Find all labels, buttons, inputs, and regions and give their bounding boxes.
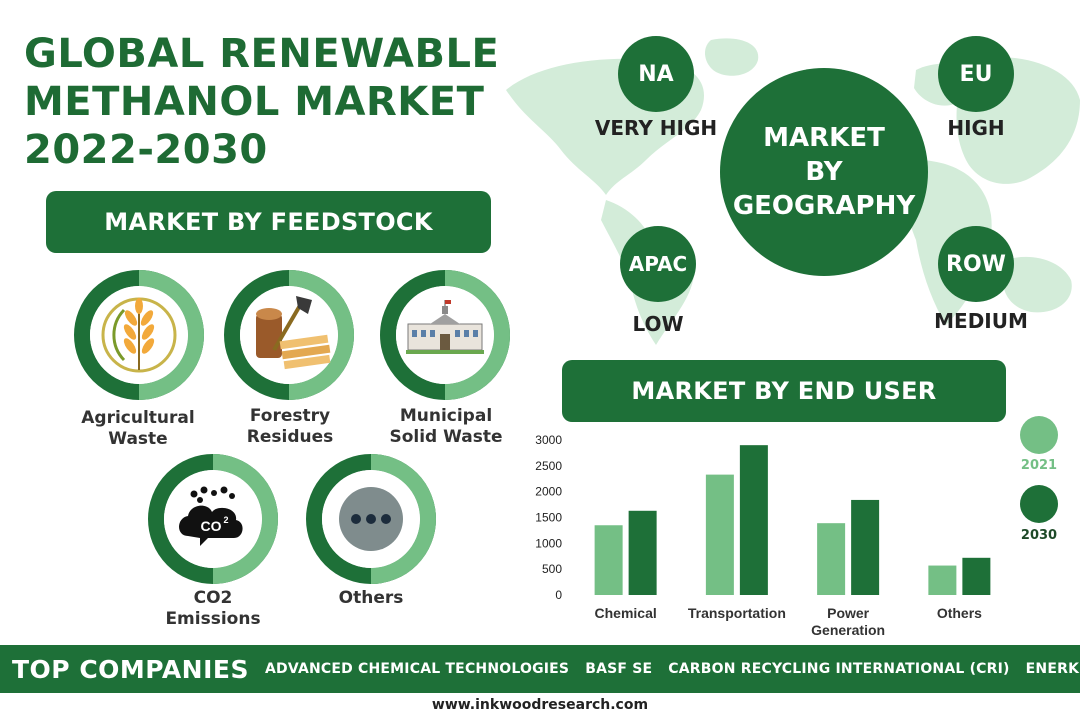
more-dots-icon: [339, 487, 403, 551]
company-4: ENERKEM: [1025, 661, 1080, 677]
feedstock-others-label: Others: [338, 588, 404, 608]
logs-axe-icon: [256, 296, 331, 370]
region-apac-level: LOW: [632, 312, 684, 336]
website-url[interactable]: www.inkwoodresearch.com: [431, 697, 649, 713]
y-tick-label: 0: [555, 588, 562, 602]
category-label: Transportation: [688, 605, 786, 621]
company-1: ADVANCED CHEMICAL TECHNOLOGIES: [265, 661, 570, 677]
region-na-circle: NA: [618, 36, 694, 112]
company-3: CARBON RECYCLING INTERNATIONAL (CRI): [668, 661, 1010, 677]
y-tick-label: 2500: [535, 459, 562, 473]
bar-2030-1: [739, 445, 768, 595]
region-na-level: VERY HIGH: [594, 116, 718, 140]
co2-cloud-icon: CO 2: [179, 486, 243, 546]
y-tick-label: 1000: [535, 536, 562, 550]
feedstock-co2-emissions: CO 2: [148, 454, 278, 584]
building-icon: [406, 300, 484, 354]
region-eu-level: HIGH: [947, 116, 1005, 140]
market-by-geography-circle: MARKET BY GEOGRAPHY: [720, 68, 928, 276]
top-companies-heading: TOP COMPANIES: [12, 654, 249, 684]
bar-2030-0: [628, 510, 657, 595]
page-title: GLOBAL RENEWABLE METHANOL MARKET 2022-20…: [24, 30, 500, 174]
category-label: Chemical: [595, 605, 657, 621]
wheat-icon: [101, 297, 177, 373]
end-user-bar-chart: 0 500 1000 1500 2000 2500 3000 Chemical Transpor…: [535, 433, 991, 638]
bar-2021-0: [594, 525, 623, 595]
geo-center-line-1: MARKET: [763, 123, 885, 153]
bar-2021-3: [928, 565, 957, 595]
legend-2021-swatch: [1020, 416, 1058, 454]
legend-2030-swatch: [1020, 485, 1058, 523]
region-apac-circle: APAC: [620, 226, 696, 302]
geo-center-line-3: GEOGRAPHY: [732, 191, 916, 221]
region-row-level: MEDIUM: [934, 309, 1028, 333]
feedstock-others: [306, 454, 436, 584]
bar-2030-2: [851, 499, 880, 595]
bar-2030-3: [962, 557, 991, 595]
title-line-1: GLOBAL RENEWABLE: [24, 31, 500, 77]
category-label: Generation: [811, 622, 885, 638]
bar-2021-1: [705, 474, 734, 595]
bar-2021-2: [817, 523, 846, 595]
geo-center-line-2: BY: [805, 157, 843, 187]
region-eu-circle: EU: [938, 36, 1014, 112]
feedstock-agricultural-waste: [74, 270, 204, 400]
top-companies-bar: TOP COMPANIES ADVANCED CHEMICAL TECHNOLO…: [0, 645, 1080, 693]
feedstock-forestry-residues-label: Forestry Residues: [246, 406, 334, 447]
legend-2030-label: 2030: [1020, 528, 1058, 543]
legend-2021-label: 2021: [1020, 458, 1058, 473]
y-tick-label: 500: [542, 562, 562, 576]
feedstock-agricultural-waste-label: Agricultural Waste: [81, 408, 195, 449]
title-line-2: METHANOL MARKET: [24, 79, 485, 125]
feedstock-co2-emissions-label: CO2 Emissions: [165, 588, 261, 629]
svg-text:2: 2: [223, 515, 228, 525]
title-line-3: 2022-2030: [24, 127, 268, 173]
market-by-end-user-heading: MARKET BY END USER: [562, 360, 1006, 422]
y-tick-label: 2000: [535, 485, 562, 499]
company-2: BASF SE: [585, 661, 653, 677]
feedstock-municipal-solid-waste-label: Municipal Solid Waste: [389, 406, 503, 447]
category-label: Others: [937, 605, 982, 621]
feedstock-municipal-solid-waste: [380, 270, 510, 400]
feedstock-forestry-residues: [224, 270, 354, 400]
y-tick-label: 3000: [535, 433, 562, 447]
y-tick-label: 1500: [535, 511, 562, 525]
svg-text:CO: CO: [201, 518, 222, 534]
market-by-feedstock-heading: MARKET BY FEEDSTOCK: [46, 191, 491, 253]
region-row-circle: ROW: [938, 226, 1014, 302]
category-label: Power: [827, 605, 870, 621]
